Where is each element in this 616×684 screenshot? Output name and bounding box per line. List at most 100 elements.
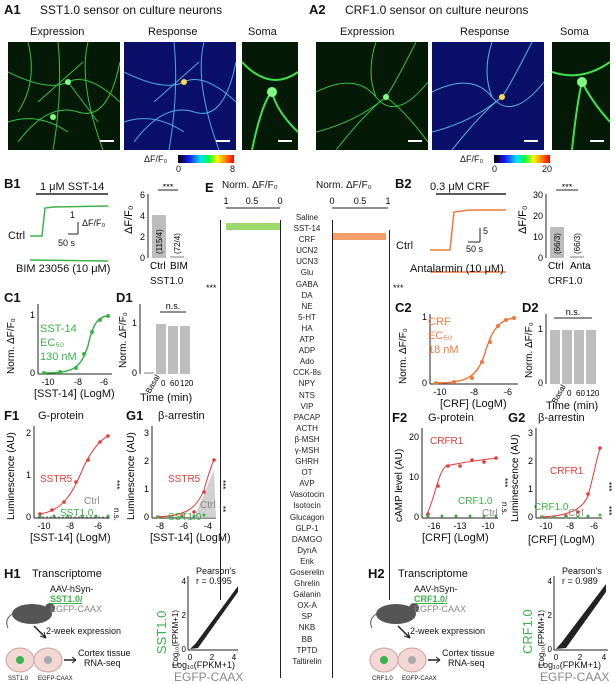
g2-xtick: -10 [539, 521, 552, 531]
h2-ytick: 0 [548, 645, 553, 654]
e-ltick: 1 [223, 196, 228, 206]
a1-cbar-min: 0 [176, 164, 182, 174]
a2-soma-title: Soma [560, 26, 589, 38]
h1-xlab-big: EGFP-CAAX [174, 670, 244, 684]
c1-legend-2: EC₅₀ [40, 337, 65, 349]
e-left-bracket [220, 220, 221, 600]
h1-schematic [5, 603, 77, 673]
d1-ytick: 1 [132, 318, 137, 328]
a2-colorbar [494, 155, 550, 163]
b2-traces [430, 193, 506, 273]
c2-ytick: 1 [422, 312, 427, 322]
ligand-label: GLP-1 [295, 523, 319, 533]
ligand-label: GHRH [295, 457, 319, 467]
c2-dose-response: Norm. ΔF/F₀ 0 1 -10 -8 -6 [398, 312, 518, 397]
b1-bar-chart: ΔF/F₀ 0 2 4 6 *** (115/4) (72/4) Ctrl BIM [123, 184, 188, 272]
g1-s1: SSTR5 [168, 474, 201, 485]
d1-xlabel: Time (min) [140, 392, 193, 404]
g1-ytick: 0 [144, 512, 149, 522]
d1-ytick: 0 [132, 368, 137, 378]
h2-ytick: 4 [548, 577, 553, 586]
ligand-label: BB [301, 634, 313, 644]
f2-xtick: -16 [427, 521, 440, 531]
e-sig-right: *** [393, 283, 404, 293]
c2-legend-3: 18 nM [428, 344, 459, 356]
h1-scatter: SST1.0 Log₁₀(FPKM+1) 0 2 4 0 2 4 [154, 576, 238, 666]
f1-xtick: -6 [94, 521, 102, 531]
h2-xtick: 4 [602, 653, 607, 662]
panel-a2-title: CRF1.0 sensor on culture neurons [345, 3, 529, 17]
f1-chart: Luminescence (AU) 0 1 2 -10 -8 -6 *** n.s. [6, 426, 121, 531]
ligand-label: 5-HT [298, 312, 316, 322]
c1-ytick: 0 [30, 368, 35, 378]
g2-ytick: 3 [528, 428, 533, 438]
g1-xlabel: [SST-14] (LogM) [150, 532, 231, 544]
ligand-label: Glu [300, 268, 314, 278]
c1-xtick: -10 [41, 377, 54, 387]
d2-stability-chart: Norm. ΔF/F₀ 01 n.s. Basal 0 60 120 [524, 307, 600, 405]
ligand-label: GABA [295, 279, 319, 289]
g2-s3: Ctrl [568, 508, 584, 519]
panel-label-e: E [205, 180, 214, 195]
g1-ytick: 2 [144, 456, 149, 466]
b2-stim-label: 0.3 μM CRF [430, 181, 490, 193]
g2-xtick: -6 [590, 521, 598, 531]
f2-ylabel: cAMP level (AU) [394, 449, 405, 522]
g2-ytick: 2 [528, 456, 533, 466]
f1-sig1: *** [112, 480, 121, 489]
d1-xtick: 60 [170, 379, 179, 388]
d2-xlabel: Time (min) [546, 400, 599, 412]
h1-xtick: 0 [188, 653, 193, 662]
f2-s1: CRFR1 [430, 436, 464, 447]
panel-label-c1: C1 [4, 290, 21, 305]
ligand-label: TPTD [296, 645, 318, 655]
c2-ytick: 0 [422, 378, 427, 388]
b1-ytick: 2 [140, 232, 145, 242]
e-left-zero-line [280, 220, 281, 678]
ligand-label: UCN2 [296, 246, 318, 256]
d2-xtick: 120 [586, 389, 600, 398]
h1-cell-2: EGFP-CAAX [38, 676, 73, 682]
g1-sig2: ** [218, 506, 226, 512]
panel-label-d1: D1 [116, 290, 133, 305]
c1-xlabel: [SST-14] (LogM) [34, 388, 115, 400]
a2-cbar-min: 0 [492, 164, 498, 174]
a2-cbar-label: ΔF/F₀ [460, 154, 484, 164]
c1-ylabel: Norm. ΔF/F₀ [6, 318, 17, 374]
f2-xtick: -10 [481, 521, 494, 531]
b2-bar-chart: ΔF/F₀ 0 10 20 30 *** (66/3) (66/3) Ctrl Anta [517, 184, 591, 272]
c2-legend-2: EC₅₀ [428, 330, 453, 342]
h1-r: r = 0.995 [196, 576, 232, 586]
h1-pearson: Pearson's [196, 566, 236, 576]
c2-xtick: -10 [433, 387, 446, 397]
a1-expression-image [8, 42, 120, 150]
g2-chart: Luminescence (AU) 0 1 2 3 -10 -8 -6 *** *** [510, 428, 612, 531]
b2-ytick: 10 [533, 232, 543, 242]
d2-ns: n.s. [566, 307, 581, 317]
b1-ytick: 0 [140, 253, 145, 263]
b2-ytick: 30 [533, 190, 543, 200]
ligand-label: OX-A [297, 601, 317, 611]
b1-ctrl-label: Ctrl [8, 230, 26, 242]
h1-xlab: Log₁₀(FPKM+1) [172, 660, 236, 670]
h1-ytick: 4 [182, 577, 187, 586]
b2-scale-y: 5 [483, 226, 489, 236]
c1-dose-response: Norm. ΔF/F₀ 0 1 -10 -8 -6 [6, 304, 112, 387]
ligand-label: NKB [298, 623, 316, 633]
mouse-icon [376, 604, 416, 624]
d1-ns: n.s. [166, 301, 181, 311]
panel-label-c2: C2 [395, 300, 412, 315]
ligand-label: NE [301, 301, 313, 311]
a2-response-title: Response [460, 26, 510, 38]
f1-ytick: 0 [26, 512, 31, 522]
ligand-label: Isotocin [293, 501, 321, 511]
f1-xlabel: [SST-14] (LogM) [30, 532, 111, 544]
f1-s1: SSTR5 [40, 474, 73, 485]
e-bar-crf [332, 233, 386, 240]
e-sig-left: *** [206, 283, 217, 293]
b2-bar-ctrl [550, 227, 564, 258]
g1-xtick: -4 [204, 521, 212, 531]
e-rtick: 0.5 [354, 196, 367, 206]
h2-ylab: Log₁₀(FPKM+1) [537, 610, 546, 666]
g2-title: β-arrestin [538, 412, 585, 424]
